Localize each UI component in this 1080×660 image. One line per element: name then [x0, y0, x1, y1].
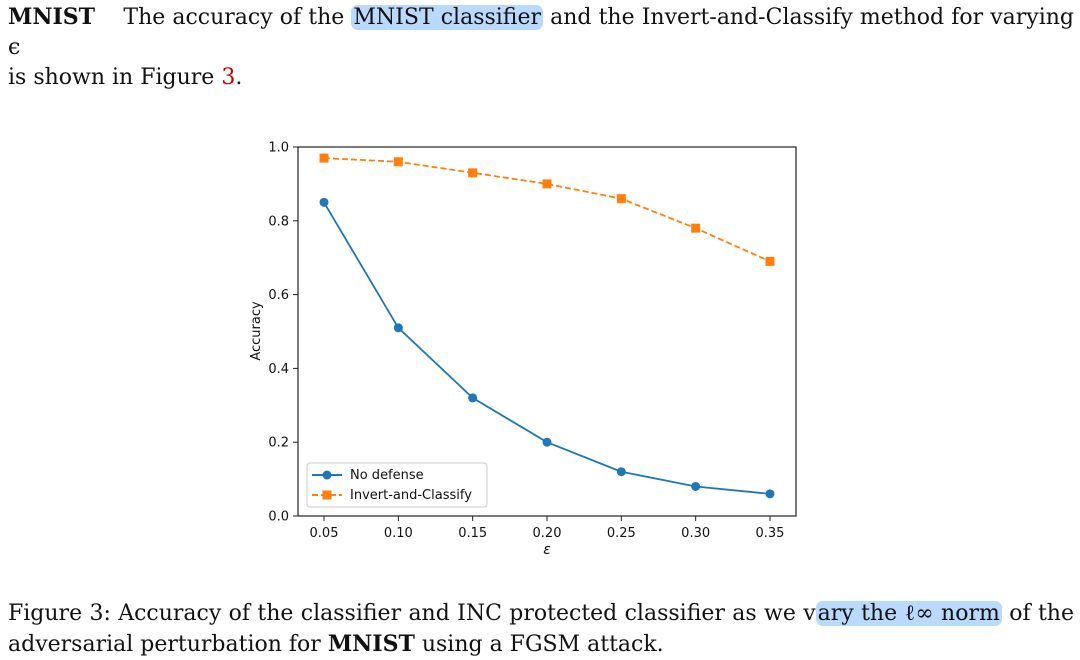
data-point-no-defense	[393, 323, 403, 333]
y-tick-label: 0.2	[268, 436, 289, 451]
y-tick-label: 1.0	[268, 141, 289, 156]
highlighted-phrase-norm[interactable]: ary the ℓ∞ norm	[815, 601, 1002, 626]
data-point-invert-and-classify	[393, 157, 403, 167]
caption-bold-mnist: MNIST	[327, 631, 415, 657]
accuracy-line-chart: 0.05 0.10 0.15 0.20 0.25 0.30 0.35 0.0 0.2 0.4 0.6…	[249, 141, 797, 558]
y-axis-label: Accuracy	[249, 301, 264, 361]
figure-reference-link[interactable]: 3	[221, 65, 236, 90]
x-tick-label: 0.25	[607, 526, 636, 541]
figure-caption: Figure 3: Accuracy of the classifier and…	[8, 599, 1074, 660]
x-tick-label: 0.30	[681, 526, 710, 541]
caption-text-1: Accuracy of the classifier and INC prote…	[118, 601, 816, 626]
intro-text-4: .	[235, 65, 243, 90]
intro-text-3: is shown in Figure	[8, 65, 215, 90]
caption-text-2: of the adversarial perturbation for	[8, 601, 1074, 657]
legend-marker-no-defense	[322, 470, 332, 480]
x-tick-label: 0.05	[310, 526, 339, 541]
x-tick-label: 0.35	[756, 526, 785, 541]
intro-text-2: and the Invert-and-Classify method for v…	[550, 5, 1074, 30]
x-axis-label: ε	[543, 542, 551, 558]
intro-paragraph: MNIST The accuracy of the MNIST classifi…	[8, 2, 1074, 93]
chart-legend: No defense Invert-and-Classify	[306, 462, 488, 508]
data-point-no-defense	[691, 481, 701, 491]
legend-frame	[306, 462, 488, 508]
data-point-invert-and-classify	[765, 256, 775, 266]
section-heading: MNIST	[8, 4, 96, 30]
series-line-invert-and-classify	[323, 157, 771, 263]
data-point-no-defense	[765, 489, 775, 499]
data-point-no-defense	[616, 467, 626, 477]
plot-content	[319, 153, 775, 499]
data-point-no-defense	[468, 393, 478, 403]
caption-text-3: using a FGSM attack.	[421, 632, 664, 657]
data-point-invert-and-classify	[468, 168, 478, 178]
axes: 0.05 0.10 0.15 0.20 0.25 0.30 0.35 0.0 0.2 0.4 0.6…	[268, 141, 784, 542]
legend-label-invert-and-classify: Invert-and-Classify	[350, 488, 472, 503]
y-tick-label: 0.6	[268, 288, 289, 303]
plot-frame	[297, 146, 797, 517]
epsilon-symbol: ϵ	[8, 35, 21, 60]
data-point-invert-and-classify	[616, 194, 626, 204]
data-point-invert-and-classify	[542, 179, 552, 189]
intro-text-1: The accuracy of the	[123, 5, 345, 30]
data-point-no-defense	[319, 197, 329, 207]
x-tick-label: 0.10	[384, 526, 413, 541]
caption-label: Figure 3:	[8, 601, 111, 626]
y-tick-label: 0.8	[268, 214, 289, 229]
series-line-no-defense	[323, 201, 771, 495]
y-tick-label: 0.4	[268, 362, 289, 377]
highlighted-phrase-classifier[interactable]: MNIST classifier	[351, 5, 544, 30]
data-point-invert-and-classify	[319, 153, 329, 163]
legend-marker-invert-and-classify	[322, 490, 332, 500]
data-point-no-defense	[542, 437, 552, 447]
data-point-invert-and-classify	[691, 223, 701, 233]
legend-label-no-defense: No defense	[350, 468, 424, 483]
y-tick-label: 0.0	[268, 510, 289, 525]
x-tick-label: 0.15	[458, 526, 487, 541]
x-tick-label: 0.20	[533, 526, 562, 541]
figure: 0.05 0.10 0.15 0.20 0.25 0.30 0.35 0.0 0.2 0.4 0.6…	[230, 130, 820, 570]
